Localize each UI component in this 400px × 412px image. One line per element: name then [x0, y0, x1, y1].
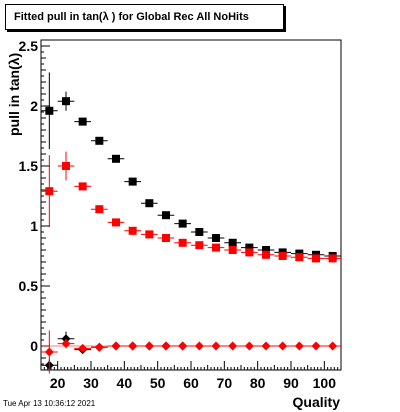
- data-point: [145, 230, 154, 239]
- data-point: [178, 341, 188, 351]
- data-point: [128, 177, 137, 186]
- chart-title-box: Fitted pull in tan(λ ) for Global Rec Al…: [5, 4, 284, 30]
- data-point: [45, 106, 54, 115]
- data-point: [228, 238, 237, 247]
- data-point: [178, 219, 187, 228]
- data-point: [78, 117, 87, 126]
- data-point: [128, 341, 138, 351]
- x-tick-label: 80: [250, 375, 266, 391]
- data-point: [61, 339, 71, 349]
- x-tick-label: 70: [217, 375, 233, 391]
- data-point: [245, 243, 254, 252]
- data-point: [162, 211, 170, 220]
- data-point: [311, 341, 321, 351]
- data-point: [195, 241, 204, 250]
- data-point: [328, 254, 337, 263]
- plot-frame: [40, 39, 342, 371]
- x-tick-label: 20: [50, 375, 66, 391]
- data-point: [228, 246, 237, 254]
- x-axis-label: Quality: [292, 394, 340, 410]
- data-point: [261, 341, 271, 351]
- data-point: [212, 243, 220, 252]
- x-tick-label: 100: [313, 375, 337, 391]
- data-point: [295, 253, 304, 262]
- y-tick-label: 0.5: [19, 278, 39, 294]
- y-tick-label: 1: [30, 218, 38, 234]
- series-1: [41, 151, 341, 263]
- data-point: [95, 205, 104, 214]
- data-point: [44, 347, 54, 357]
- data-point: [195, 228, 204, 236]
- data-point: [212, 234, 220, 242]
- data-point: [294, 341, 304, 351]
- data-point: [78, 182, 87, 191]
- data-point: [62, 97, 70, 106]
- data-point: [194, 341, 204, 351]
- x-tick-label: 50: [150, 375, 166, 391]
- x-tick-label: 40: [117, 375, 133, 391]
- data-point: [95, 136, 104, 145]
- data-point: [161, 341, 171, 351]
- series-3: [41, 330, 341, 374]
- y-tick-label: 2.5: [19, 38, 39, 54]
- data-point: [62, 162, 70, 170]
- data-point: [245, 248, 254, 257]
- y-tick-label: 0: [30, 338, 38, 354]
- series-2: [41, 331, 191, 372]
- data-point: [211, 341, 221, 351]
- data-point: [262, 250, 270, 259]
- data-point: [128, 226, 137, 235]
- x-tick-label: 60: [183, 375, 199, 391]
- y-tick-label: 2: [30, 98, 38, 114]
- x-tick-label: 30: [83, 375, 99, 391]
- x-tick-label: 90: [283, 375, 299, 391]
- timestamp: Tue Apr 13 10:36:12 2021: [3, 399, 96, 408]
- data-point: [94, 342, 104, 352]
- y-axis-label: pull in tan(λ): [6, 52, 22, 136]
- data-point: [112, 154, 120, 163]
- data-point: [244, 341, 254, 351]
- data-point: [144, 341, 154, 351]
- data-point: [145, 199, 154, 208]
- chart-title: Fitted pull in tan(λ ) for Global Rec Al…: [14, 11, 249, 23]
- data-point: [312, 254, 320, 263]
- data-point: [278, 252, 287, 260]
- data-point: [78, 343, 88, 353]
- data-point: [278, 341, 288, 351]
- y-tick-label: 1.5: [19, 158, 39, 174]
- data-point: [178, 238, 187, 247]
- data-point: [228, 341, 238, 351]
- data-point: [162, 234, 170, 242]
- series-0: [41, 72, 341, 260]
- data-point: [111, 341, 121, 351]
- data-point: [112, 218, 120, 227]
- data-point: [262, 246, 270, 254]
- data-point: [45, 187, 54, 196]
- data-point: [328, 341, 338, 351]
